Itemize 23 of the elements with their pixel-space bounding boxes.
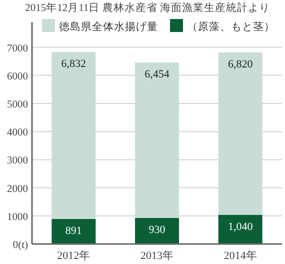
x-tick-label: 2014年 xyxy=(224,250,257,262)
y-tick-label: 3000 xyxy=(7,156,28,167)
bar xyxy=(135,218,179,244)
data-label: 891 xyxy=(65,224,82,237)
x-tick-label: 2012年 xyxy=(57,250,90,262)
bar xyxy=(218,214,262,244)
y-tick-label: 6000 xyxy=(7,71,28,82)
legend-label: （原藻、もと茎） xyxy=(187,20,275,33)
text: 2015年12月11日 農林水産省 海面漁業生産統計より xyxy=(25,1,270,14)
y-tick-label: 1000 xyxy=(7,212,28,223)
bar xyxy=(52,218,96,244)
y-tick-label: 5000 xyxy=(7,99,28,110)
y-tick-label: 0(t) xyxy=(12,240,28,251)
data-label: 1,040 xyxy=(228,220,254,233)
y-tick-label: 2000 xyxy=(7,184,28,195)
total-label: 6,820 xyxy=(228,58,254,70)
total-label: 6,832 xyxy=(61,58,86,70)
y-tick-label: 7000 xyxy=(7,43,28,54)
data-label: 930 xyxy=(148,224,166,236)
x-tick-label: 2013年 xyxy=(140,250,174,262)
total-label: 6,454 xyxy=(144,68,170,81)
y-tick-label: 4000 xyxy=(7,128,28,139)
legend-label: 徳島県全体水揚げ量 xyxy=(59,20,158,33)
